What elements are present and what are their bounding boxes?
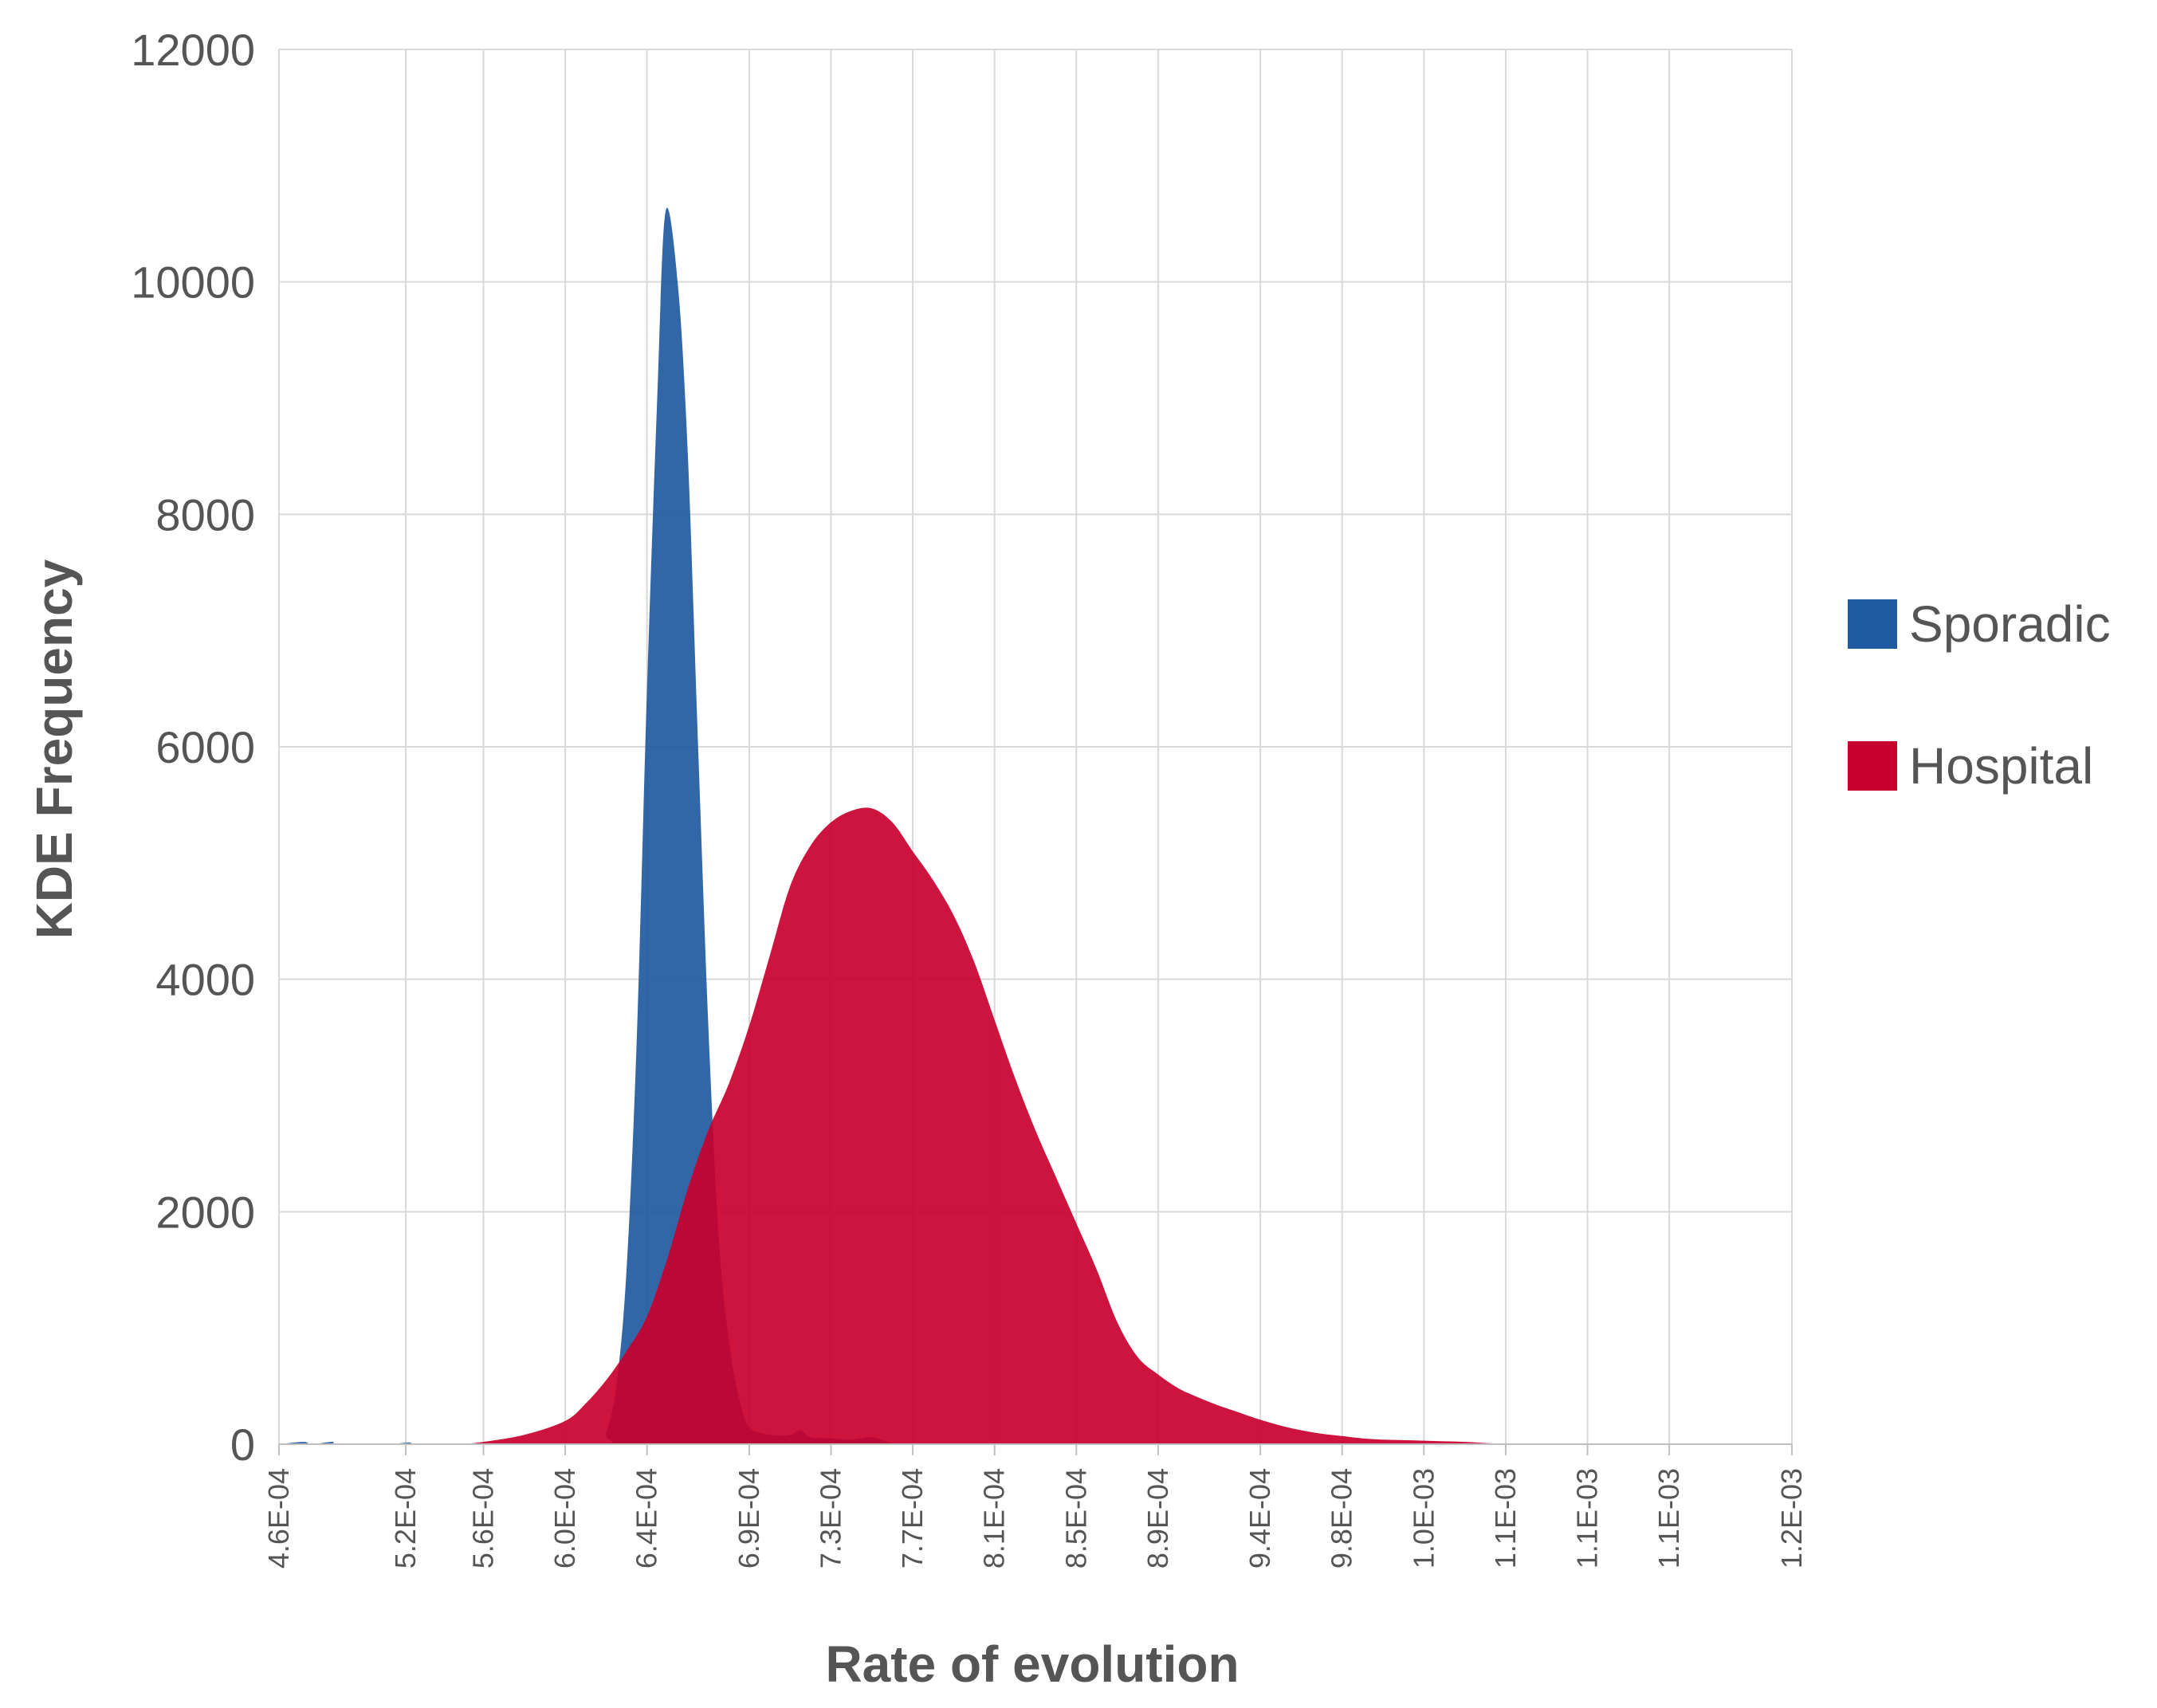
x-tick-label: 8.5E-04 xyxy=(1059,1468,1092,1569)
axes xyxy=(278,1443,1793,1455)
x-tick-label: 9.8E-04 xyxy=(1326,1468,1358,1569)
y-tick-labels: 0 2000 4000 6000 8000 10000 12000 xyxy=(131,25,255,1470)
x-tick-label: 1.0E-03 xyxy=(1407,1468,1440,1569)
x-tick-label: 9.4E-04 xyxy=(1244,1468,1276,1569)
y-tick-label: 10000 xyxy=(131,257,255,308)
x-tick-label: 1.1E-03 xyxy=(1571,1468,1604,1569)
x-tick-label: 5.2E-04 xyxy=(389,1468,422,1569)
y-tick-label: 6000 xyxy=(155,722,255,772)
y-tick-label: 2000 xyxy=(155,1187,255,1237)
x-tick-label: 5.6E-04 xyxy=(466,1468,499,1569)
y-tick-label: 0 xyxy=(230,1419,255,1470)
x-tick-label: 6.0E-04 xyxy=(548,1468,581,1569)
x-tick-label: 8.9E-04 xyxy=(1141,1468,1174,1569)
y-axis-title: KDE Frequency xyxy=(26,559,83,939)
y-tick-label: 4000 xyxy=(155,955,255,1005)
x-tick-label: 7.7E-04 xyxy=(896,1468,929,1569)
legend-label-sporadic: Sporadic xyxy=(1909,595,2111,653)
x-tick-labels: 4.6E-04 5.2E-04 5.6E-04 6.0E-04 6.4E-04 6.9E-… xyxy=(262,1468,1808,1569)
x-tick-label: 8.1E-04 xyxy=(978,1468,1011,1569)
legend: Sporadic Hospital xyxy=(1848,595,2111,795)
legend-item-sporadic: Sporadic xyxy=(1848,595,2111,653)
legend-item-hospital: Hospital xyxy=(1848,737,2093,795)
plot-area xyxy=(279,207,1506,1444)
x-tick-label: 1.2E-03 xyxy=(1775,1468,1808,1569)
y-tick-label: 12000 xyxy=(131,25,255,75)
legend-swatch-sporadic xyxy=(1848,599,1897,649)
x-tick-label: 1.1E-03 xyxy=(1652,1468,1685,1569)
area-hospital xyxy=(462,807,1506,1444)
x-tick-label: 1.1E-03 xyxy=(1489,1468,1522,1569)
legend-swatch-hospital xyxy=(1848,741,1897,791)
x-tick-label: 7.3E-04 xyxy=(815,1468,847,1569)
x-axis-title: Rate of evolution xyxy=(825,1635,1239,1693)
x-tick-label: 4.6E-04 xyxy=(262,1468,295,1569)
x-tick-label: 6.9E-04 xyxy=(733,1468,765,1569)
legend-label-hospital: Hospital xyxy=(1909,737,2093,795)
y-tick-label: 8000 xyxy=(155,489,255,540)
x-tick-label: 6.4E-04 xyxy=(631,1468,663,1569)
